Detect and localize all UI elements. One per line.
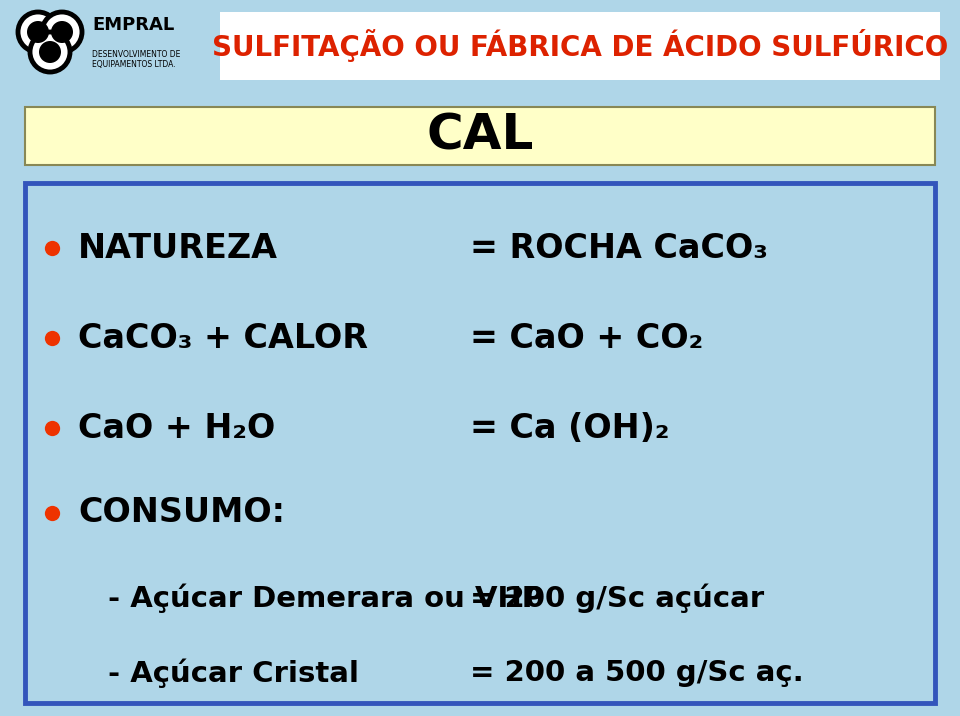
Text: CAL: CAL — [426, 112, 534, 160]
Circle shape — [39, 41, 61, 63]
Text: CaO + H₂O: CaO + H₂O — [78, 412, 276, 445]
Text: EMPRAL: EMPRAL — [92, 16, 175, 34]
Bar — [25, 183, 935, 703]
Text: CONSUMO:: CONSUMO: — [78, 496, 285, 530]
Circle shape — [30, 32, 70, 72]
Text: = 200 g/Sc açúcar: = 200 g/Sc açúcar — [470, 584, 764, 613]
Text: - Açúcar Cristal: - Açúcar Cristal — [108, 658, 359, 688]
Circle shape — [51, 21, 73, 43]
Bar — [220, 12, 940, 80]
Text: = Ca (OH)₂: = Ca (OH)₂ — [470, 412, 669, 445]
Text: NATUREZA: NATUREZA — [78, 231, 278, 264]
Bar — [25, 107, 935, 165]
Text: CaCO₃ + CALOR: CaCO₃ + CALOR — [78, 321, 368, 354]
Text: EQUIPAMENTOS LTDA.: EQUIPAMENTOS LTDA. — [92, 60, 176, 69]
Text: = ROCHA CaCO₃: = ROCHA CaCO₃ — [470, 231, 768, 264]
Circle shape — [18, 12, 58, 52]
Text: = CaO + CO₂: = CaO + CO₂ — [470, 321, 704, 354]
Text: - Açúcar Demerara ou VHP: - Açúcar Demerara ou VHP — [108, 584, 543, 613]
Circle shape — [42, 12, 82, 52]
Circle shape — [27, 21, 49, 43]
Text: DESENVOLVIMENTO DE: DESENVOLVIMENTO DE — [92, 50, 180, 59]
Text: = 200 a 500 g/Sc aç.: = 200 a 500 g/Sc aç. — [470, 659, 804, 687]
Text: SULFITAÇÃO OU FÁBRICA DE ÁCIDO SULFÚRICO: SULFITAÇÃO OU FÁBRICA DE ÁCIDO SULFÚRICO — [212, 29, 948, 62]
